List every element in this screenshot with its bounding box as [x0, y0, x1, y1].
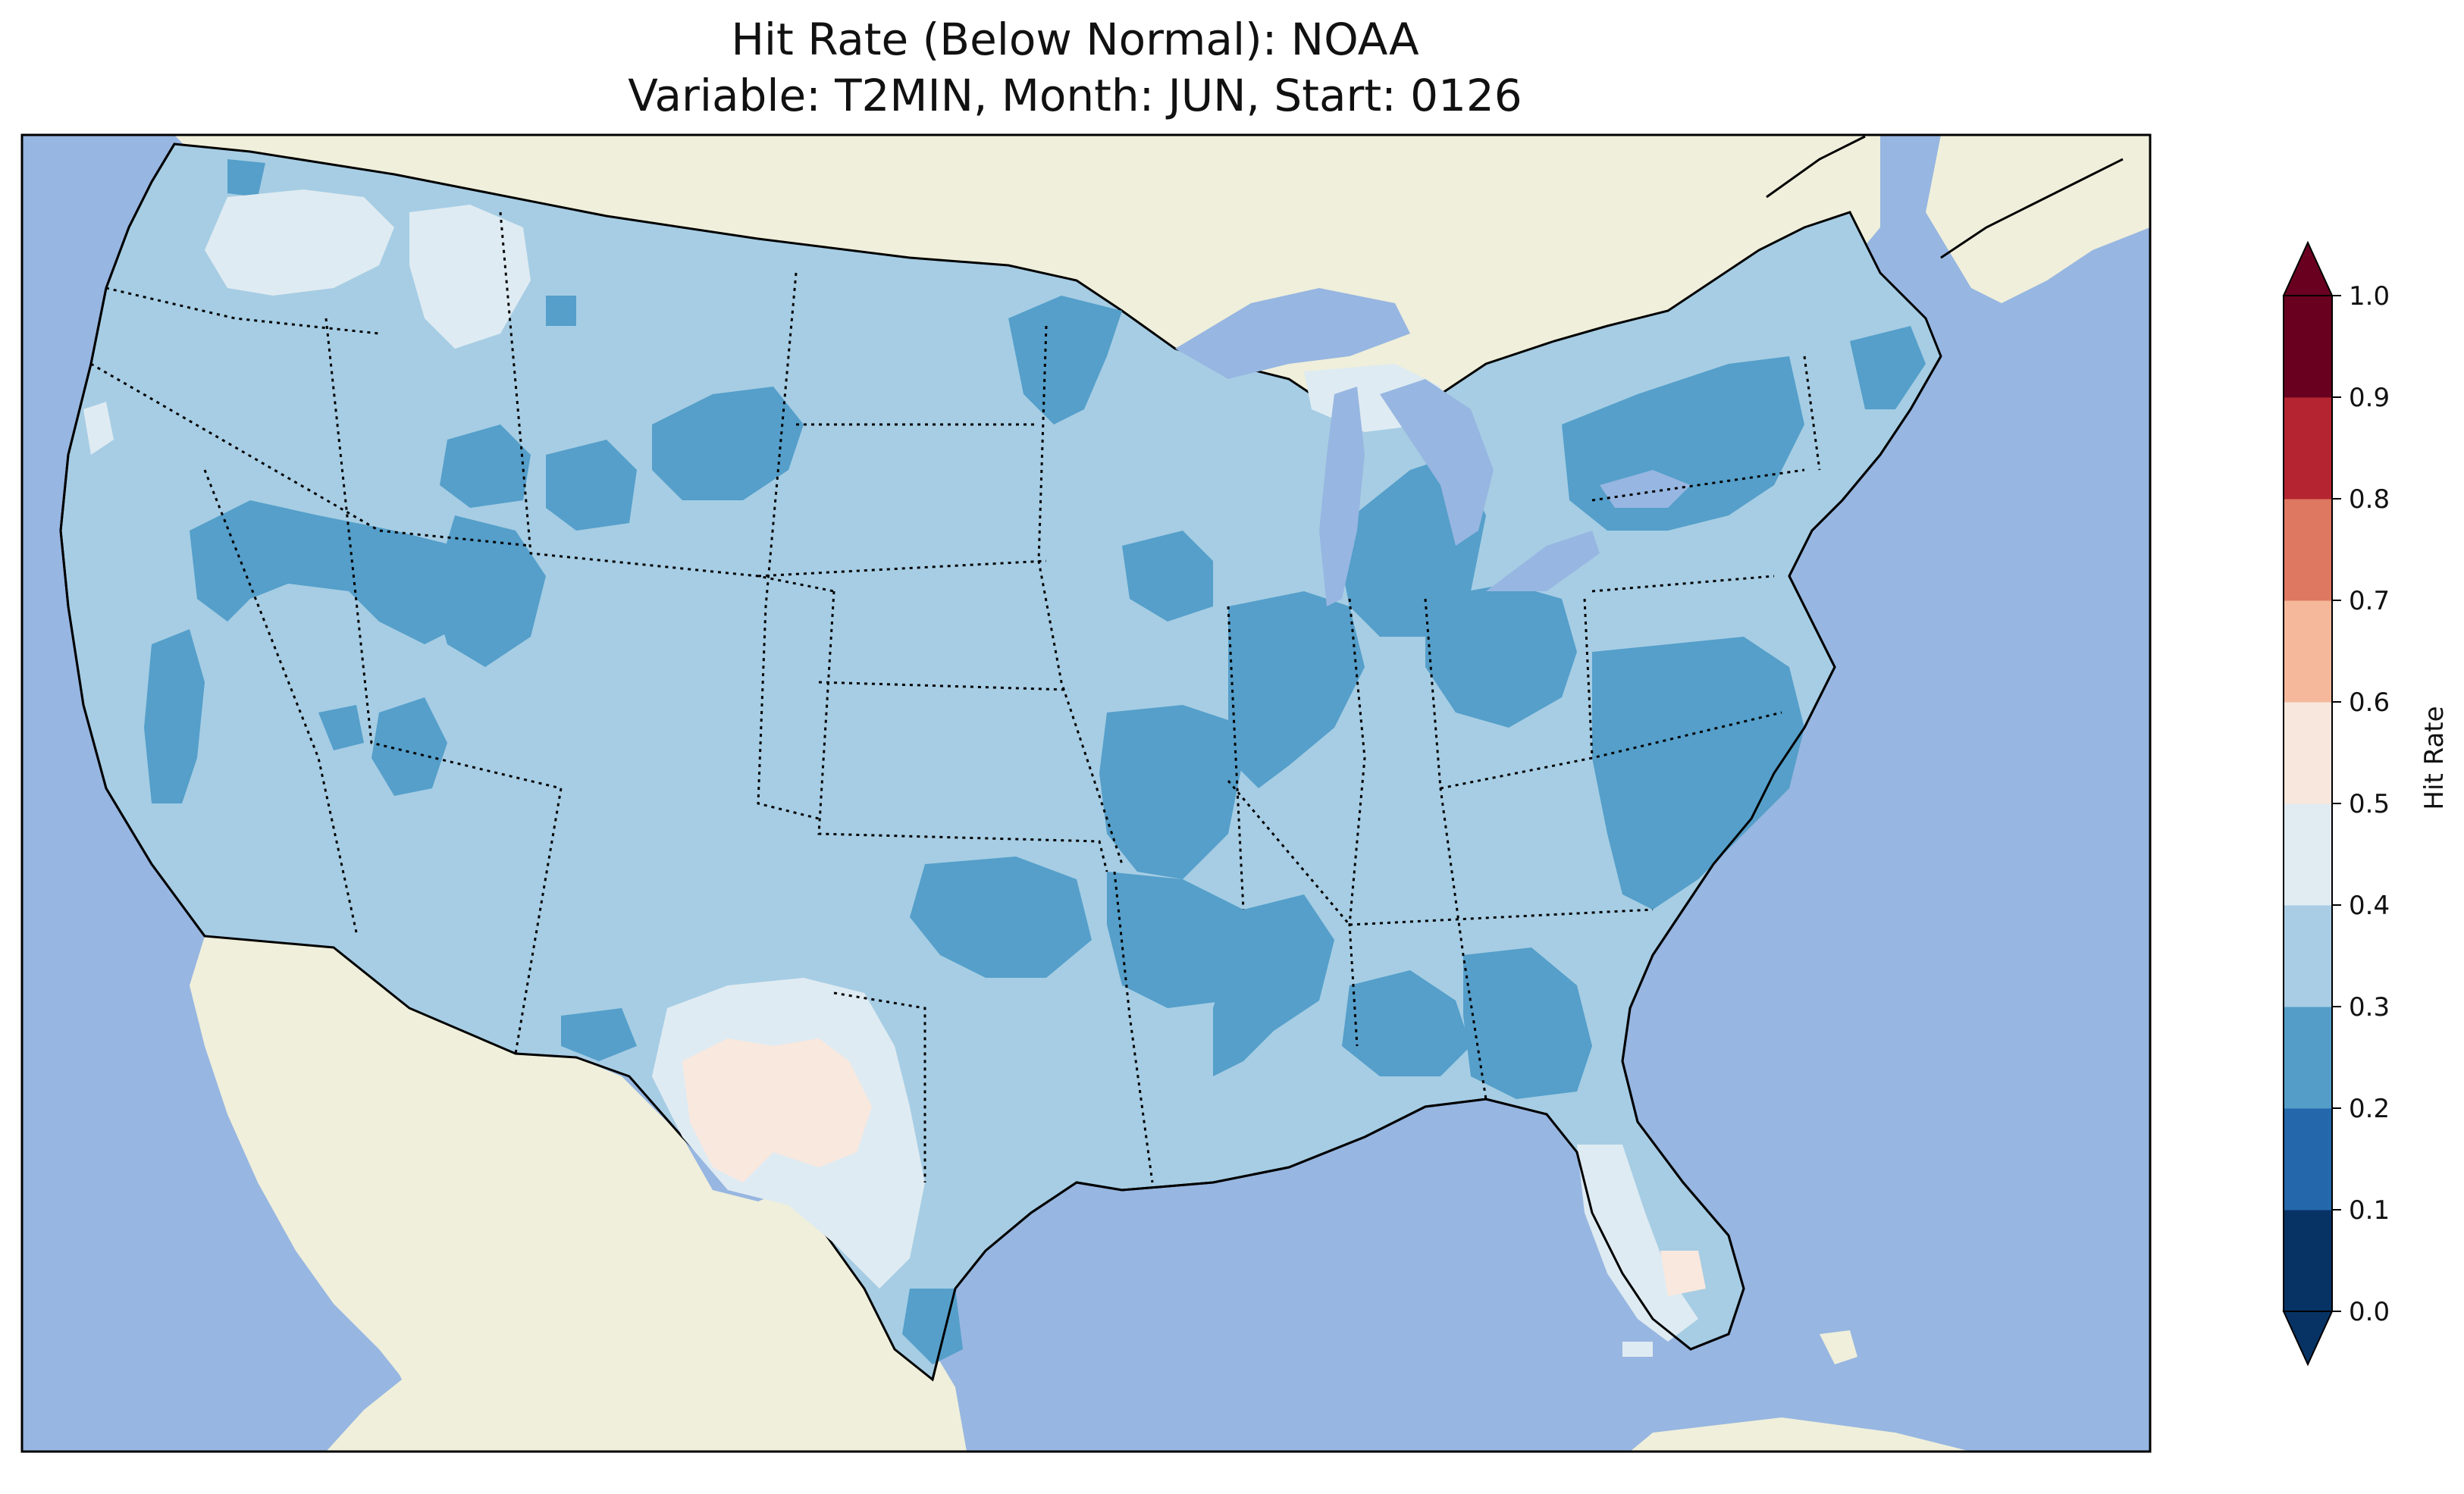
colorbar-bin	[2284, 702, 2332, 804]
high-hit-patches	[682, 1038, 1706, 1296]
colorbar-tick-label: 0.2	[2349, 1094, 2390, 1124]
colorbar-tick-label: 0.8	[2349, 484, 2390, 515]
colorbar-extend-min	[2282, 1311, 2334, 1367]
colorbar-bin	[2284, 1108, 2332, 1211]
colorbar-tick-label: 0.7	[2349, 586, 2390, 616]
chart-title: Hit Rate (Below Normal): NOAA	[731, 14, 1419, 65]
colorbar-bin	[2284, 905, 2332, 1007]
colorbar-tick-label: 0.4	[2349, 891, 2390, 921]
colorbar-bin	[2284, 296, 2332, 398]
colorbar-bin	[2284, 397, 2332, 500]
colorbar-tick-label: 0.5	[2349, 789, 2390, 819]
great-lakes	[1175, 288, 1691, 606]
low-hit-patches	[144, 159, 1926, 1364]
map-frame	[20, 133, 2152, 1453]
colorbar-tick-label: 0.6	[2349, 687, 2390, 718]
colorbar-tick-label: 0.3	[2349, 992, 2390, 1023]
cuba-land	[1630, 1417, 1971, 1452]
coastlines	[59, 135, 2124, 1380]
island-land	[1820, 1330, 1857, 1364]
colorbar-tick-label: 0.9	[2349, 383, 2390, 413]
colorbar-bin	[2284, 1007, 2332, 1109]
colorbar-extend-max	[2282, 240, 2334, 296]
colorbar-label: Hit Rate	[2419, 706, 2450, 810]
colorbar-bin	[2284, 600, 2332, 703]
colorbar-tick-label: 1.0	[2349, 281, 2390, 312]
chart-subtitle: Variable: T2MIN, Month: JUN, Start: 0126	[628, 70, 1522, 121]
colorbar-tick-label: 0.0	[2349, 1297, 2390, 1327]
baja-land	[190, 936, 425, 1387]
colorbar-bin	[2284, 803, 2332, 906]
colorbar-tick-label: 0.1	[2349, 1195, 2390, 1226]
colorbar-bin	[2284, 1210, 2332, 1312]
state-borders	[90, 211, 1821, 1183]
colorbar-bin	[2284, 499, 2332, 601]
maritimes-land	[1926, 135, 2150, 303]
